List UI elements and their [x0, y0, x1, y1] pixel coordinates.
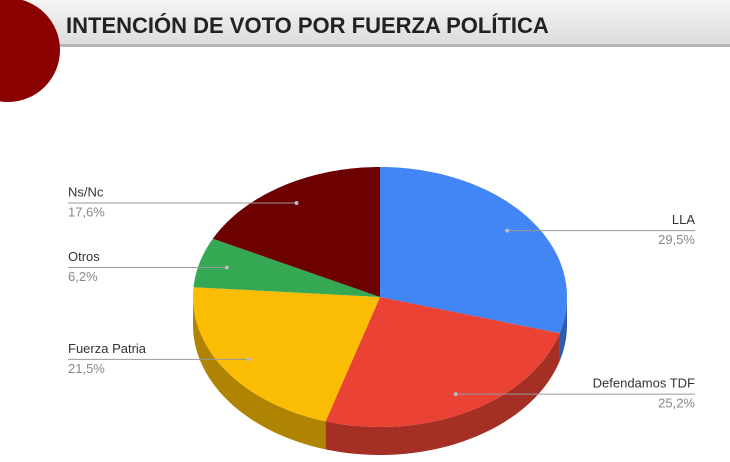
- slice: [212, 167, 380, 297]
- slice-label: Fuerza Patria: [68, 341, 147, 356]
- leader-dot: [246, 357, 251, 362]
- slice: [380, 167, 567, 334]
- slice-side: [193, 297, 326, 450]
- leader-dot: [505, 228, 510, 233]
- leader-dot: [294, 200, 299, 205]
- labels: LLA 29,5% Defendamos TDF 25,2% Fuerza Patria…: [68, 184, 695, 411]
- slice-label: LLA: [672, 212, 695, 227]
- slice-label: Defendamos TDF: [593, 376, 695, 391]
- header-shadow: [0, 44, 730, 47]
- chart-title: INTENCIÓN DE VOTO POR FUERZA POLÍTICA: [66, 13, 549, 38]
- header-bar: [0, 0, 730, 46]
- slice-label: Ns/Nc: [68, 184, 104, 199]
- slice: [193, 238, 380, 297]
- leader-dot: [224, 265, 229, 270]
- slice-label: Otros: [68, 249, 100, 264]
- slice-value-label: 21,5%: [68, 361, 105, 376]
- slice-value-label: 25,2%: [658, 396, 695, 411]
- slice-value-label: 29,5%: [658, 232, 695, 247]
- slice: [193, 287, 380, 422]
- logo-circle: [0, 0, 60, 102]
- slice-side: [559, 297, 567, 362]
- slice-value-label: 6,2%: [68, 269, 98, 284]
- slice-value-label: 17,6%: [68, 204, 105, 219]
- leader-dot: [453, 392, 458, 397]
- pie-top: [193, 167, 567, 427]
